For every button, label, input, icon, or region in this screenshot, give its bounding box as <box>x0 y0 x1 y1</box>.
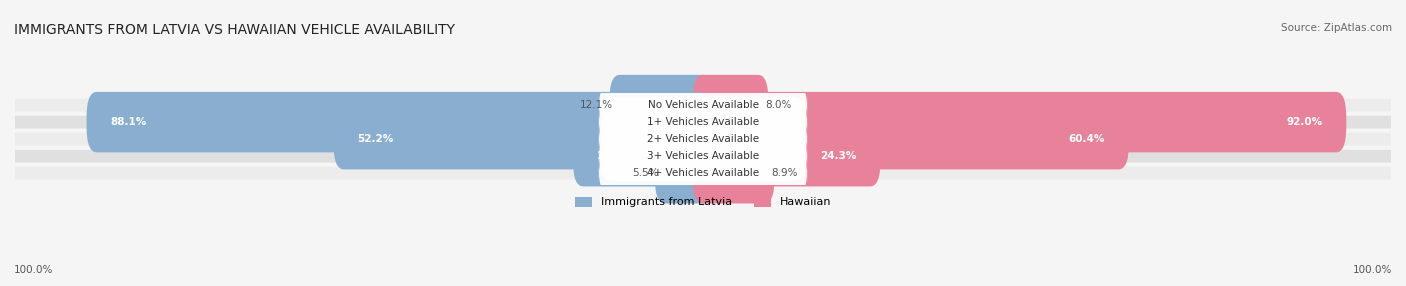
FancyBboxPatch shape <box>333 109 713 169</box>
FancyBboxPatch shape <box>599 114 807 164</box>
Text: 8.9%: 8.9% <box>770 168 797 178</box>
Text: 8.0%: 8.0% <box>765 100 792 110</box>
FancyBboxPatch shape <box>693 92 1347 152</box>
Text: IMMIGRANTS FROM LATVIA VS HAWAIIAN VEHICLE AVAILABILITY: IMMIGRANTS FROM LATVIA VS HAWAIIAN VEHIC… <box>14 23 456 37</box>
Text: 60.4%: 60.4% <box>1069 134 1105 144</box>
Text: 88.1%: 88.1% <box>111 117 146 127</box>
Text: 1+ Vehicles Available: 1+ Vehicles Available <box>647 117 759 127</box>
Text: 5.5%: 5.5% <box>631 168 658 178</box>
Text: 92.0%: 92.0% <box>1286 117 1322 127</box>
FancyBboxPatch shape <box>574 126 713 186</box>
Text: 17.4%: 17.4% <box>598 151 634 161</box>
FancyBboxPatch shape <box>693 126 880 186</box>
Text: 52.2%: 52.2% <box>357 134 394 144</box>
FancyBboxPatch shape <box>599 131 807 181</box>
FancyBboxPatch shape <box>15 116 1391 128</box>
FancyBboxPatch shape <box>15 167 1391 180</box>
Text: 3+ Vehicles Available: 3+ Vehicles Available <box>647 151 759 161</box>
Text: No Vehicles Available: No Vehicles Available <box>648 100 758 110</box>
FancyBboxPatch shape <box>693 75 768 135</box>
Text: 100.0%: 100.0% <box>1353 265 1392 275</box>
FancyBboxPatch shape <box>693 109 1129 169</box>
Text: 2+ Vehicles Available: 2+ Vehicles Available <box>647 134 759 144</box>
FancyBboxPatch shape <box>599 148 807 198</box>
FancyBboxPatch shape <box>599 80 807 130</box>
Text: Source: ZipAtlas.com: Source: ZipAtlas.com <box>1281 23 1392 33</box>
Text: 24.3%: 24.3% <box>820 151 856 161</box>
FancyBboxPatch shape <box>655 143 713 204</box>
FancyBboxPatch shape <box>609 75 713 135</box>
FancyBboxPatch shape <box>15 150 1391 163</box>
Text: 100.0%: 100.0% <box>14 265 53 275</box>
Legend: Immigrants from Latvia, Hawaiian: Immigrants from Latvia, Hawaiian <box>571 192 835 212</box>
FancyBboxPatch shape <box>693 143 775 204</box>
FancyBboxPatch shape <box>87 92 713 152</box>
Text: 12.1%: 12.1% <box>579 100 613 110</box>
Text: 4+ Vehicles Available: 4+ Vehicles Available <box>647 168 759 178</box>
FancyBboxPatch shape <box>15 99 1391 112</box>
FancyBboxPatch shape <box>599 97 807 147</box>
FancyBboxPatch shape <box>15 133 1391 146</box>
